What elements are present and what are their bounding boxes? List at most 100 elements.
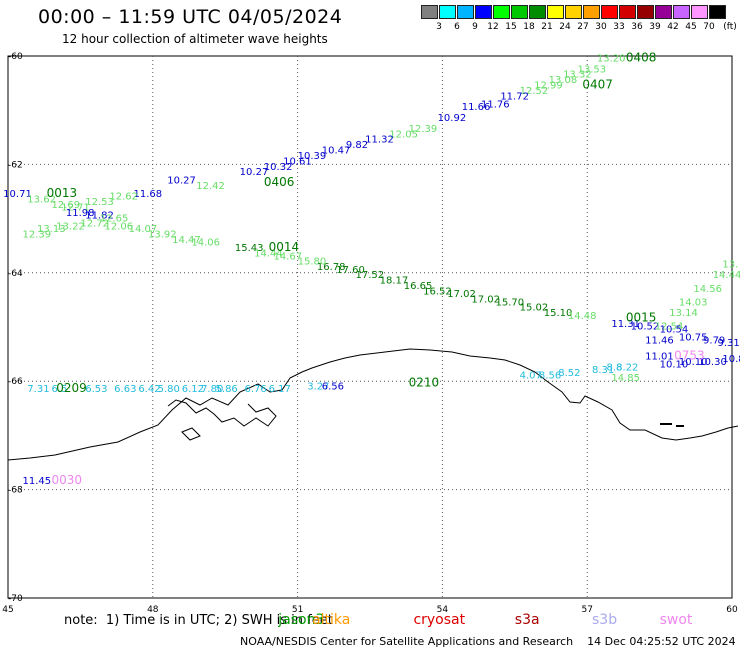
legend-swatch <box>565 5 582 19</box>
coastline-path <box>7 348 739 461</box>
wave-height-value: 17.52 <box>356 270 385 281</box>
satellite-name: s3b <box>592 612 618 628</box>
wave-height-value: 13.92 <box>148 230 177 241</box>
wave-height-value: 3.27 <box>307 381 329 392</box>
legend-swatch <box>475 5 492 19</box>
wave-height-value: 12.71 <box>61 202 90 213</box>
wave-height-value: 12.42 <box>196 181 225 192</box>
wave-height-value: 10.30 <box>698 357 727 368</box>
legend-swatch <box>583 5 600 19</box>
wave-height-value: 6.5 <box>51 384 67 395</box>
wave-height-value: 15.10 <box>544 308 573 319</box>
pass-time-label: 0013 <box>47 186 78 200</box>
legend-swatch <box>673 5 690 19</box>
satellite-name: swot <box>659 612 693 628</box>
ice-shelf-detail <box>167 399 277 427</box>
wave-height-value: 10.10 <box>660 360 689 371</box>
map-subtitle: 12 hour collection of altimeter wave hei… <box>62 32 328 46</box>
pass-time-label: 0015 <box>626 311 657 325</box>
legend-swatch <box>547 5 564 19</box>
wave-height-value: 8.52 <box>558 368 580 379</box>
legend-label: 15 <box>505 22 517 32</box>
wave-height-value: 13.22 <box>56 221 85 232</box>
wave-height-value: 12.65 <box>100 213 129 224</box>
wave-height-value: 13.53 <box>578 64 607 75</box>
island-outline <box>181 427 201 441</box>
wave-height-value: 10.27 <box>167 175 196 186</box>
satellite-name: altika <box>312 612 351 628</box>
wave-height-value: 10.10 <box>679 357 708 368</box>
wave-height-value: 11.98 <box>66 208 95 219</box>
wave-height-value: 12.62 <box>109 192 138 203</box>
legend-swatch <box>511 5 528 19</box>
wave-height-value: 11.31 <box>611 319 640 330</box>
wave-height-value: 11.72 <box>500 91 529 102</box>
wave-height-value: 5.80 <box>158 384 180 395</box>
legend-swatch <box>421 5 438 19</box>
legend-unit: (ft) <box>723 22 737 32</box>
legend-swatch <box>529 5 546 19</box>
wave-height-value: 6.12 <box>182 384 204 395</box>
wave-height-value: 12.72 <box>80 219 109 230</box>
satellite-name: jason3 <box>278 612 325 628</box>
wave-height-value: 6.17 <box>269 384 291 395</box>
wave-height-value: 6.53 <box>85 384 107 395</box>
wave-height-value: 15.70 <box>495 297 524 308</box>
wave-height-value: 13.20 <box>597 53 626 64</box>
legend-label: 18 <box>523 22 535 32</box>
map-title: 00:00 – 11:59 UTC 04/05/2024 <box>38 6 343 28</box>
lon-tick-label: 48 <box>147 605 159 615</box>
wave-height-value: 6.56 <box>322 381 344 392</box>
pass-time-label: 0210 <box>409 376 440 390</box>
wave-height-value: 15.80 <box>298 257 327 268</box>
wave-height-value: 10.32 <box>264 162 293 173</box>
legend-label: 27 <box>577 22 589 32</box>
legend-swatch <box>439 5 456 19</box>
wave-height-value: 13.13 <box>37 224 66 235</box>
wave-height-value: 14.03 <box>679 297 708 308</box>
wave-height-value: 13.62 <box>27 194 56 205</box>
wave-height-value: 10.27 <box>240 167 269 178</box>
wave-height-value: 11.82 <box>85 211 114 222</box>
legend-label: 24 <box>559 22 571 32</box>
wave-height-value: 12.69 <box>51 200 80 211</box>
wave-height-value: 10.54 <box>660 324 689 335</box>
wave-height-value: 11.32 <box>365 135 394 146</box>
wave-height-value: 17.02 <box>471 295 500 306</box>
wave-height-value: 9.31 <box>718 338 740 349</box>
wave-height-value: 6.76 <box>245 384 267 395</box>
wave-height-value: 9.79 <box>703 335 725 346</box>
wave-height-value: 11.01 <box>645 352 674 363</box>
footer-note: note: 1) Time is in UTC; 2) SWH is in fe… <box>64 613 333 628</box>
wave-height-value: 17.60 <box>336 265 365 276</box>
wave-height-value: 8.56 <box>539 370 561 381</box>
coastline-tick <box>660 423 684 427</box>
pass-time-label: 0014 <box>269 240 300 254</box>
wave-height-value: 14.07 <box>129 224 158 235</box>
lat-tick-label: -62 <box>8 160 23 170</box>
wave-height-value: 12.39 <box>22 230 51 241</box>
wave-height-value: 18.17 <box>380 276 409 287</box>
wave-height-value: 10.8 <box>722 354 740 365</box>
lon-tick-label: 54 <box>437 605 449 615</box>
legend-label: 6 <box>454 22 460 32</box>
satellite-name: s3a <box>514 612 540 628</box>
map-frame <box>7 55 733 599</box>
pass-time-label: 0030 <box>51 473 82 487</box>
lon-tick-label: 51 <box>292 605 303 615</box>
lon-tick-label: 57 <box>581 605 592 615</box>
wave-height-value: 8.31 <box>592 365 614 376</box>
legend-swatch <box>619 5 636 19</box>
wave-height-value: 16.65 <box>404 281 433 292</box>
wave-height-value: 5.86 <box>216 384 238 395</box>
pass-time-label: 0209 <box>56 381 87 395</box>
satellite-name: cryosat <box>413 612 466 628</box>
legend-label: 3 <box>436 22 442 32</box>
wave-height-value: 16.52 <box>423 286 452 297</box>
legend-label: 33 <box>613 22 625 32</box>
wave-height-value: 10.47 <box>322 146 351 157</box>
wave-height-value: 8.8 <box>607 362 623 373</box>
wave-height-value: 6.63 <box>114 384 136 395</box>
legend-swatch <box>493 5 510 19</box>
